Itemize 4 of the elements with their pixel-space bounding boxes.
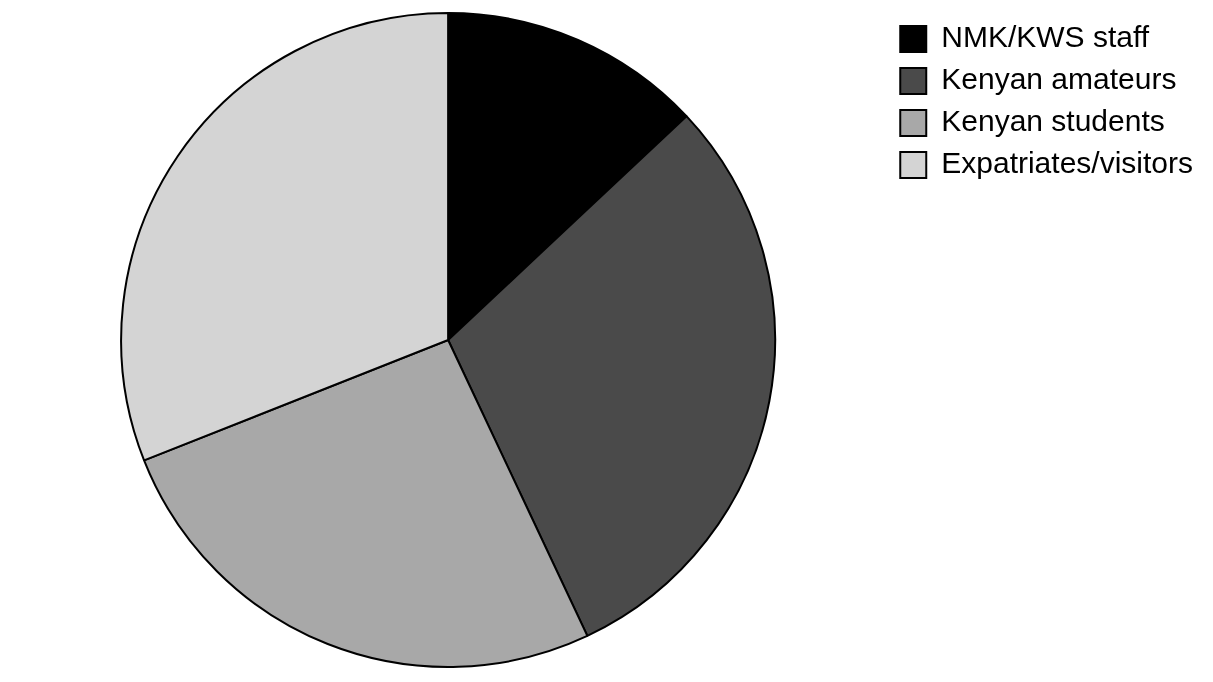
legend-label: NMK/KWS staff [941,20,1150,54]
legend-label: Expatriates/visitors [941,146,1193,180]
legend-label: Kenyan students [941,104,1165,138]
legend-label: Kenyan amateurs [941,62,1177,96]
